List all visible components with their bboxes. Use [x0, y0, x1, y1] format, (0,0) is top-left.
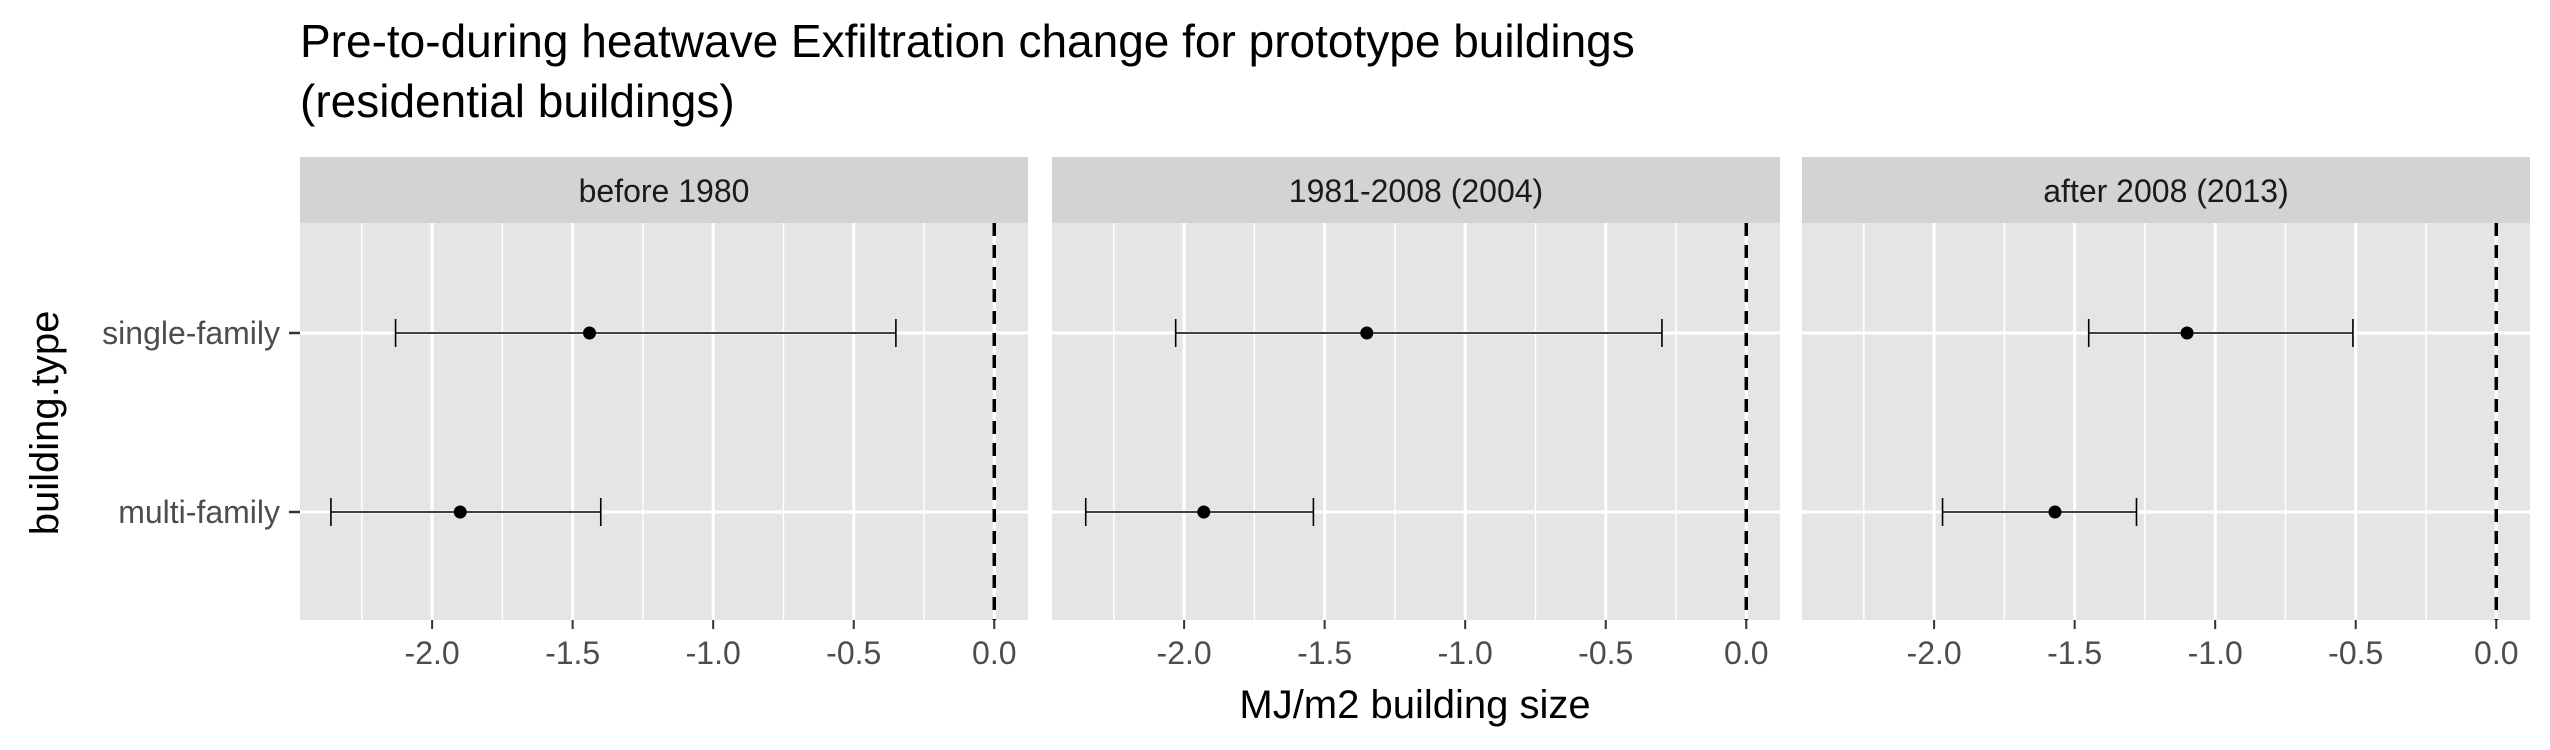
panel-background	[1802, 223, 2530, 620]
x-tick-label: -0.5	[1578, 635, 1633, 671]
facet-panel: after 2008 (2013) -2.0 -1.5 -1.0 -0.5 0.0	[1802, 157, 2530, 671]
x-tick-label: -0.5	[826, 635, 881, 671]
panel-background	[1052, 223, 1780, 620]
x-tick-label: -1.0	[686, 635, 741, 671]
error-bar-single-family	[1174, 319, 1663, 347]
y-tick-label: multi-family	[118, 494, 280, 530]
x-tick-label: 0.0	[2474, 635, 2518, 671]
mean-point	[1360, 326, 1374, 340]
error-bar-multi-family	[330, 498, 602, 526]
facet-strip	[1802, 157, 2530, 223]
y-axis-title: building.type	[23, 311, 67, 536]
mean-point	[2048, 505, 2062, 519]
y-axis: single-family multi-family	[102, 315, 300, 530]
x-tick-label: -2.0	[1907, 635, 1962, 671]
chart-title-line-1: Pre-to-during heatwave Exfiltration chan…	[300, 15, 1635, 67]
x-tick-label: -2.0	[405, 635, 460, 671]
x-tick-label: -1.0	[2188, 635, 2243, 671]
error-bar-multi-family	[1084, 498, 1315, 526]
mean-point	[583, 326, 597, 340]
facet-panels: before 1980-2.0 -1.5 -1.0 -0.5 0.01981-2008 …	[300, 157, 2530, 671]
facet-panel: 1981-2008 (2004) -2.0 -1.5 -1.0 -0.5 0.0	[1052, 157, 1780, 671]
mean-point	[2180, 326, 2194, 340]
y-tick-label: single-family	[102, 315, 280, 351]
x-tick-label: -1.0	[1438, 635, 1493, 671]
x-tick-label: -1.5	[1297, 635, 1352, 671]
error-bar-single-family	[394, 319, 897, 347]
facet-panel: before 1980 -2.0 -1.5 -1.0 -0.5 0.0	[300, 157, 1028, 671]
error-bar-single-family	[2087, 319, 2354, 347]
mean-point	[453, 505, 467, 519]
x-tick-label: -0.5	[2328, 635, 2383, 671]
error-bar-multi-family	[1941, 498, 2138, 526]
facet-strip-label: 1981-2008 (2004)	[1289, 173, 1543, 209]
x-tick-label: -2.0	[1157, 635, 1212, 671]
x-tick-label: 0.0	[1724, 635, 1768, 671]
facet-strip	[1052, 157, 1780, 223]
x-tick-label: 0.0	[972, 635, 1016, 671]
x-axis-title: MJ/m2 building size	[1239, 683, 1590, 727]
facet-strip	[300, 157, 1028, 223]
x-tick-label: -1.5	[2047, 635, 2102, 671]
x-tick-label: -1.5	[545, 635, 600, 671]
mean-point	[1197, 505, 1211, 519]
facet-strip-label: before 1980	[579, 173, 750, 209]
facet-strip-label: after 2008 (2013)	[2043, 173, 2289, 209]
chart-title-line-2: (residential buildings)	[300, 75, 735, 127]
panel-background	[300, 223, 1028, 620]
